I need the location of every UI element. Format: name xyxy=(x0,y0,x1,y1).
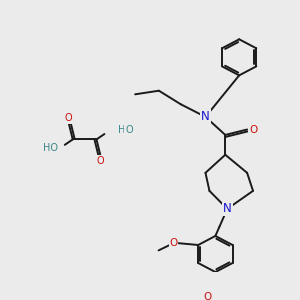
Text: O: O xyxy=(169,238,178,248)
Text: N: N xyxy=(223,202,232,215)
Text: O: O xyxy=(97,156,104,166)
Text: O: O xyxy=(65,113,73,123)
Text: O: O xyxy=(125,125,133,135)
Text: N: N xyxy=(201,110,210,123)
Text: O: O xyxy=(203,292,211,300)
Text: O: O xyxy=(249,124,257,134)
Text: HO: HO xyxy=(44,143,59,153)
Text: H: H xyxy=(118,125,126,135)
